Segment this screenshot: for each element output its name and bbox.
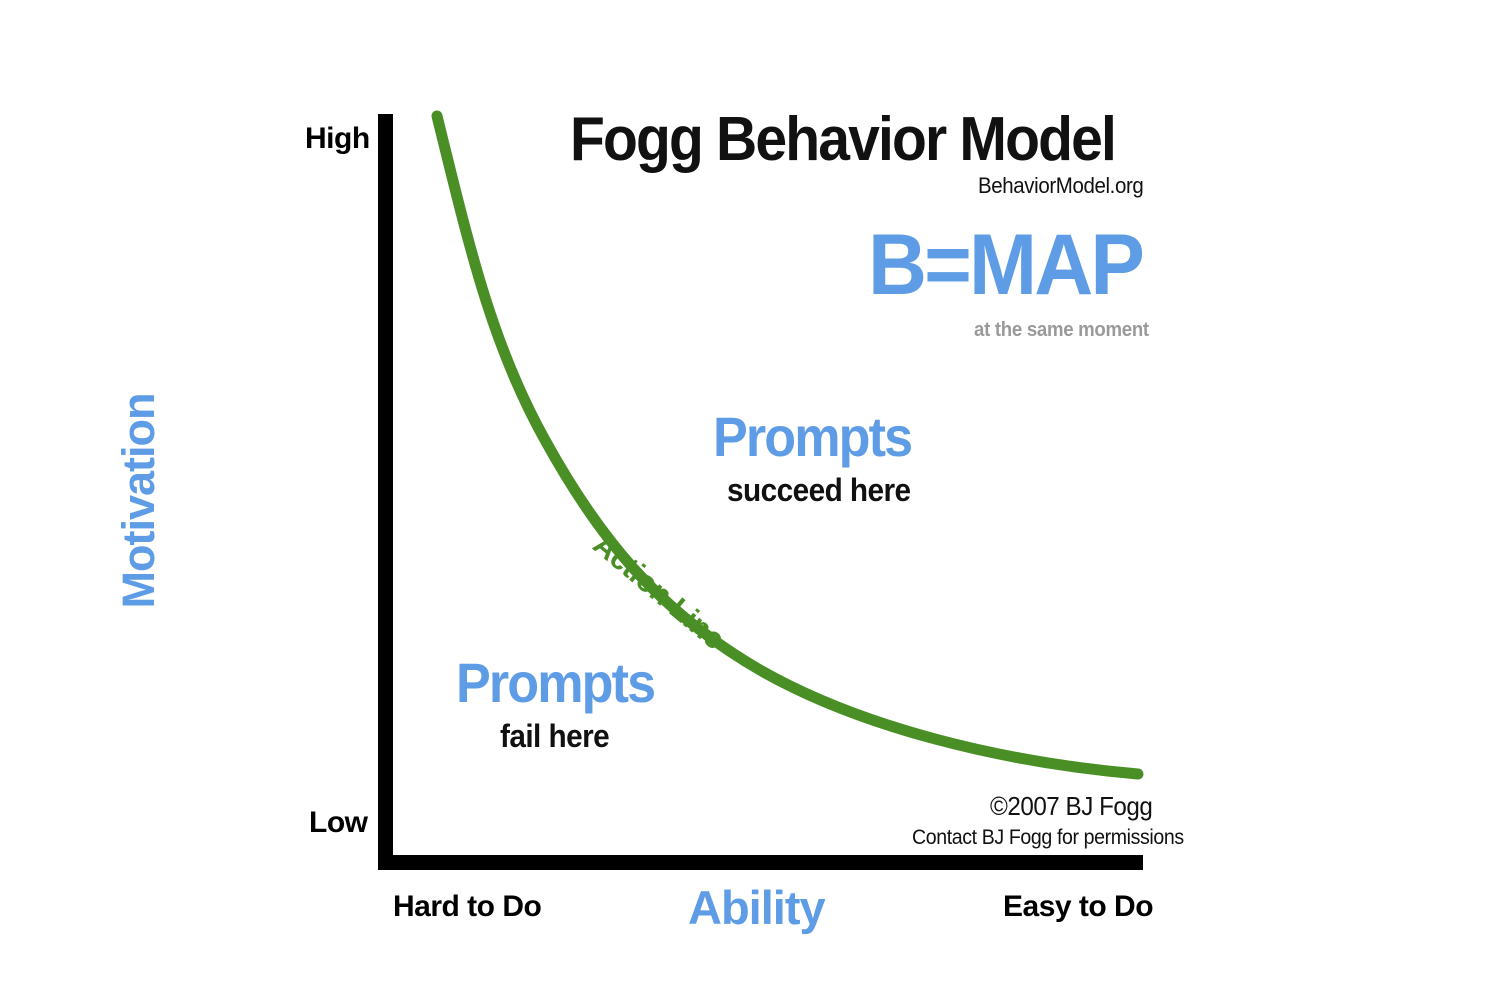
action-line-label: Action Line — [586, 528, 731, 657]
y-axis-title: Motivation — [113, 393, 164, 609]
zone-succeed-subline: succeed here — [727, 472, 911, 508]
x-axis-right-label: Easy to Do — [1003, 890, 1154, 923]
y-axis-high-label: High — [305, 122, 370, 155]
copyright-notice: ©2007 BJ Fogg — [990, 791, 1153, 821]
zone-fail-headline: Prompts — [456, 651, 656, 714]
y-axis-low-label: Low — [309, 806, 368, 839]
behavior-formula-note: at the same moment — [974, 319, 1149, 341]
page-title: Fogg Behavior Model — [570, 105, 1117, 174]
x-axis-line — [378, 855, 1143, 870]
x-axis-left-label: Hard to Do — [393, 890, 542, 923]
zone-fail-subline: fail here — [500, 718, 610, 754]
behavior-formula: B=MAP — [868, 217, 1145, 313]
x-axis-title: Ability — [688, 881, 826, 934]
copyright-permissions-note: Contact BJ Fogg for permissions — [912, 826, 1184, 849]
zone-succeed-headline: Prompts — [713, 405, 913, 468]
y-axis-line — [378, 114, 393, 859]
site-url-label: BehaviorModel.org — [978, 173, 1144, 198]
